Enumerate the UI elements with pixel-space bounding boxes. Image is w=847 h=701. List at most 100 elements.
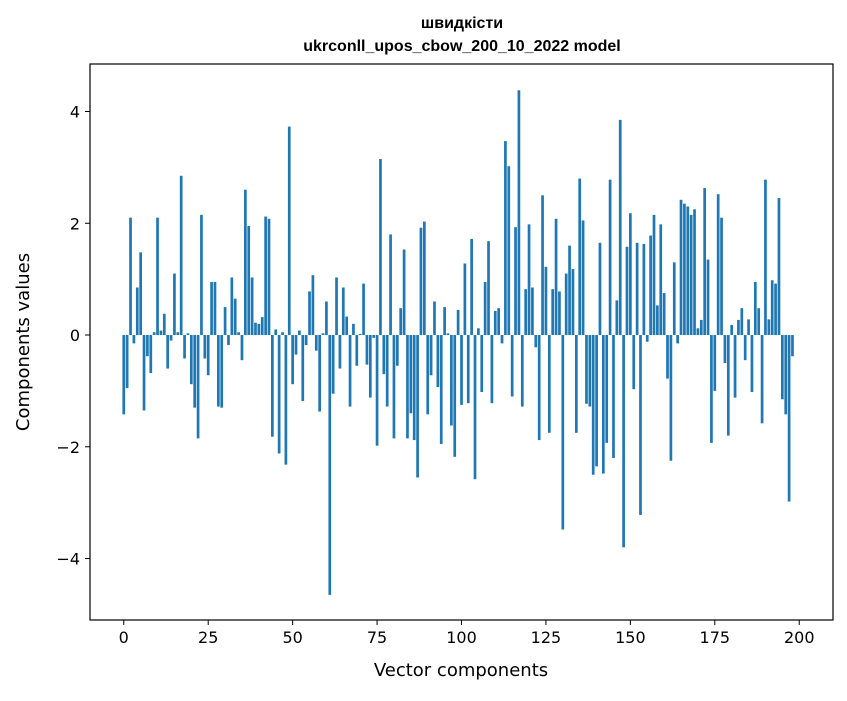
bar-162: [669, 335, 673, 461]
bar-2: [129, 217, 132, 336]
bar-187: [753, 281, 757, 336]
bar-15: [173, 273, 176, 336]
bar-16: [176, 332, 180, 336]
bar-192: [770, 280, 774, 336]
bar-157: [652, 214, 656, 336]
bar-165: [679, 199, 683, 336]
bar-172: [703, 188, 707, 336]
bar-96: [446, 333, 450, 336]
bar-127: [551, 289, 555, 336]
bar-180: [730, 324, 734, 336]
bar-197: [787, 335, 791, 502]
bar-92: [433, 301, 436, 336]
bar-6: [142, 335, 146, 411]
bar-52: [298, 330, 301, 336]
bar-153: [639, 335, 642, 515]
bar-160: [662, 293, 666, 336]
bar-185: [747, 319, 750, 336]
bar-35: [240, 335, 244, 361]
bar-129: [558, 291, 561, 336]
bar-104: [473, 335, 477, 480]
bar-64: [338, 335, 342, 369]
bar-117: [517, 90, 521, 336]
y-tick-label--2: −2: [56, 438, 80, 457]
bar-133: [571, 269, 575, 336]
bar-80: [392, 335, 396, 439]
x-tick-label-75: 75: [367, 628, 387, 647]
bar-70: [358, 333, 362, 336]
x-tick-label-200: 200: [784, 628, 815, 647]
bar-163: [672, 262, 676, 336]
x-tick-label-50: 50: [282, 628, 302, 647]
bar-182: [737, 319, 740, 336]
bar-123: [537, 335, 541, 441]
bar-152: [635, 242, 639, 336]
bar-181: [733, 335, 737, 398]
bar-190: [764, 179, 767, 336]
bar-167: [686, 206, 690, 336]
bar-198: [791, 335, 794, 357]
bar-3: [132, 335, 136, 344]
bar-26: [210, 281, 213, 336]
bar-98: [453, 335, 457, 457]
y-tick-label-0: 0: [70, 326, 80, 345]
bar-87: [416, 335, 419, 478]
bar-56: [311, 275, 315, 336]
bar-128: [554, 218, 558, 336]
bar-196: [784, 335, 788, 415]
bar-91: [429, 335, 433, 376]
bar-12: [162, 313, 166, 336]
x-axis-label: Vector components: [374, 660, 548, 681]
bar-142: [601, 335, 605, 474]
bar-75: [375, 335, 379, 446]
bar-115: [510, 335, 514, 397]
x-tick-label-175: 175: [700, 628, 731, 647]
bar-132: [568, 245, 571, 336]
bar-114: [507, 166, 511, 336]
bar-19: [186, 333, 190, 336]
bar-37: [247, 226, 251, 336]
bar-146: [615, 300, 619, 336]
bar-148: [622, 335, 625, 548]
bar-78: [385, 335, 389, 407]
bar-134: [574, 335, 578, 433]
bar-62: [331, 335, 335, 394]
bar-176: [716, 194, 720, 336]
bar-106: [480, 335, 484, 393]
bar-47: [281, 332, 284, 336]
bar-38: [250, 277, 254, 336]
bar-20: [189, 335, 193, 385]
bar-21: [193, 335, 197, 408]
bar-93: [436, 335, 440, 387]
bar-147: [618, 119, 622, 336]
bar-32: [230, 277, 234, 336]
bar-58: [318, 335, 321, 412]
bar-101: [463, 263, 467, 336]
bar-14: [169, 335, 173, 341]
x-tick-label-25: 25: [198, 628, 218, 647]
y-axis-label: Components values: [13, 253, 34, 431]
bar-140: [595, 335, 598, 467]
bar-1: [125, 335, 129, 389]
bar-189: [760, 335, 764, 424]
bar-28: [216, 335, 220, 407]
y-tick-label--4: −4: [56, 550, 80, 569]
bar-179: [726, 335, 730, 436]
bar-13: [166, 335, 170, 369]
bar-139: [591, 335, 595, 475]
bar-66: [345, 316, 349, 336]
bar-31: [227, 335, 230, 346]
bar-53: [301, 335, 305, 401]
bar-39: [254, 322, 257, 336]
bar-175: [713, 335, 717, 391]
bar-164: [676, 335, 679, 344]
bar-97: [450, 335, 453, 426]
bar-159: [659, 224, 663, 336]
bar-111: [497, 308, 500, 336]
bar-135: [578, 178, 582, 336]
bar-43: [267, 218, 271, 336]
bar-193: [774, 283, 777, 336]
bar-0: [122, 335, 126, 415]
bar-67: [348, 335, 352, 407]
bar-149: [625, 246, 629, 336]
